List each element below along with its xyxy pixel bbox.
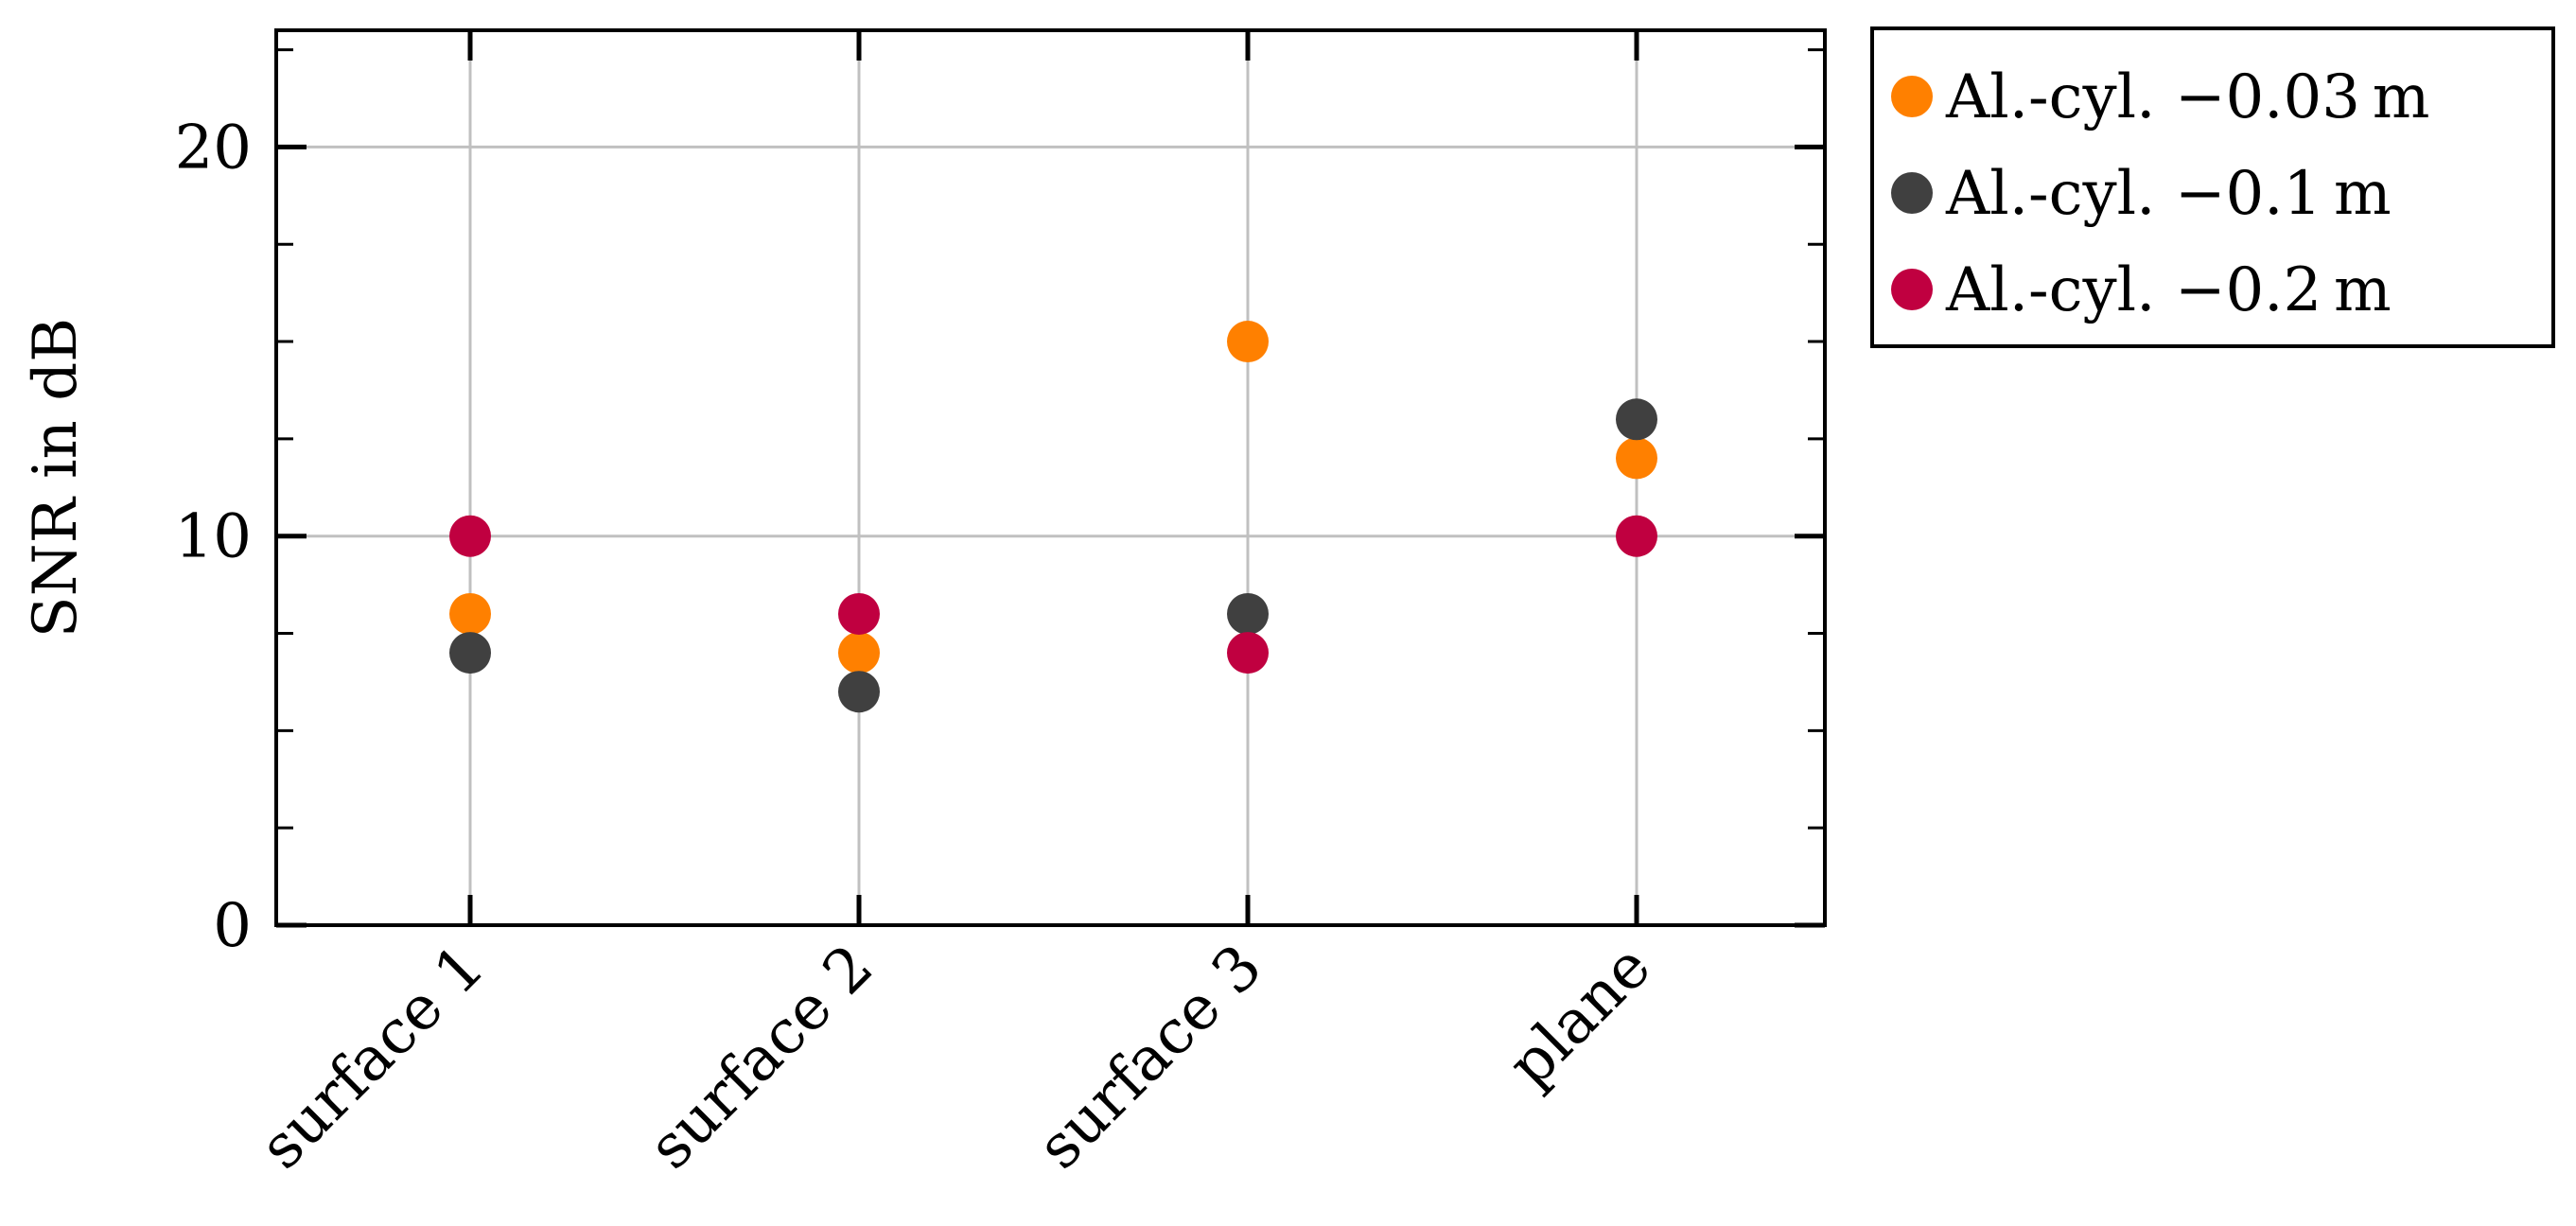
x-tick-labels: surface 1 surface 2 surface 3 plane	[247, 932, 1664, 1182]
data-point-series-3	[838, 592, 880, 635]
plot-frame	[274, 28, 1827, 927]
legend-marker-series-1	[1891, 76, 1933, 117]
data-point-series-2	[1227, 592, 1269, 635]
legend-label-series-1: Al.-cyl. −0.03 m	[1945, 62, 2429, 132]
legend-marker-series-2	[1891, 172, 1933, 214]
x-tick-label: plane	[1496, 932, 1665, 1101]
data-point-series-1	[449, 592, 491, 635]
data-point-series-1	[1616, 437, 1657, 480]
data-point-series-2	[838, 671, 880, 713]
x-tick-label: surface 3	[1025, 932, 1275, 1182]
data-point-series-2	[449, 632, 491, 674]
y-tick-label: 20	[175, 113, 252, 183]
data-points	[449, 321, 1657, 713]
legend-label-series-3: Al.-cyl. −0.2 m	[1945, 255, 2392, 325]
data-point-series-2	[1616, 398, 1657, 441]
x-tick-label: surface 1	[247, 932, 498, 1182]
data-point-series-3	[1616, 515, 1657, 557]
grid	[276, 30, 1825, 925]
x-tick-label: surface 2	[636, 932, 886, 1182]
y-tick-label: 0	[213, 891, 252, 961]
axes	[274, 28, 1827, 928]
legend: Al.-cyl. −0.03 m Al.-cyl. −0.1 m Al.-cyl. …	[1870, 26, 2555, 348]
data-point-series-1	[838, 632, 880, 674]
legend-box	[1870, 26, 2555, 348]
y-tick-labels: 0 10 20	[175, 113, 252, 961]
legend-marker-series-3	[1891, 269, 1933, 310]
legend-label-series-2: Al.-cyl. −0.1 m	[1945, 159, 2392, 229]
data-point-series-1	[1227, 321, 1269, 363]
y-tick-label: 10	[175, 502, 252, 572]
data-point-series-3	[449, 515, 491, 557]
data-point-series-3	[1227, 632, 1269, 674]
y-axis-label: SNR in dB	[21, 318, 91, 638]
